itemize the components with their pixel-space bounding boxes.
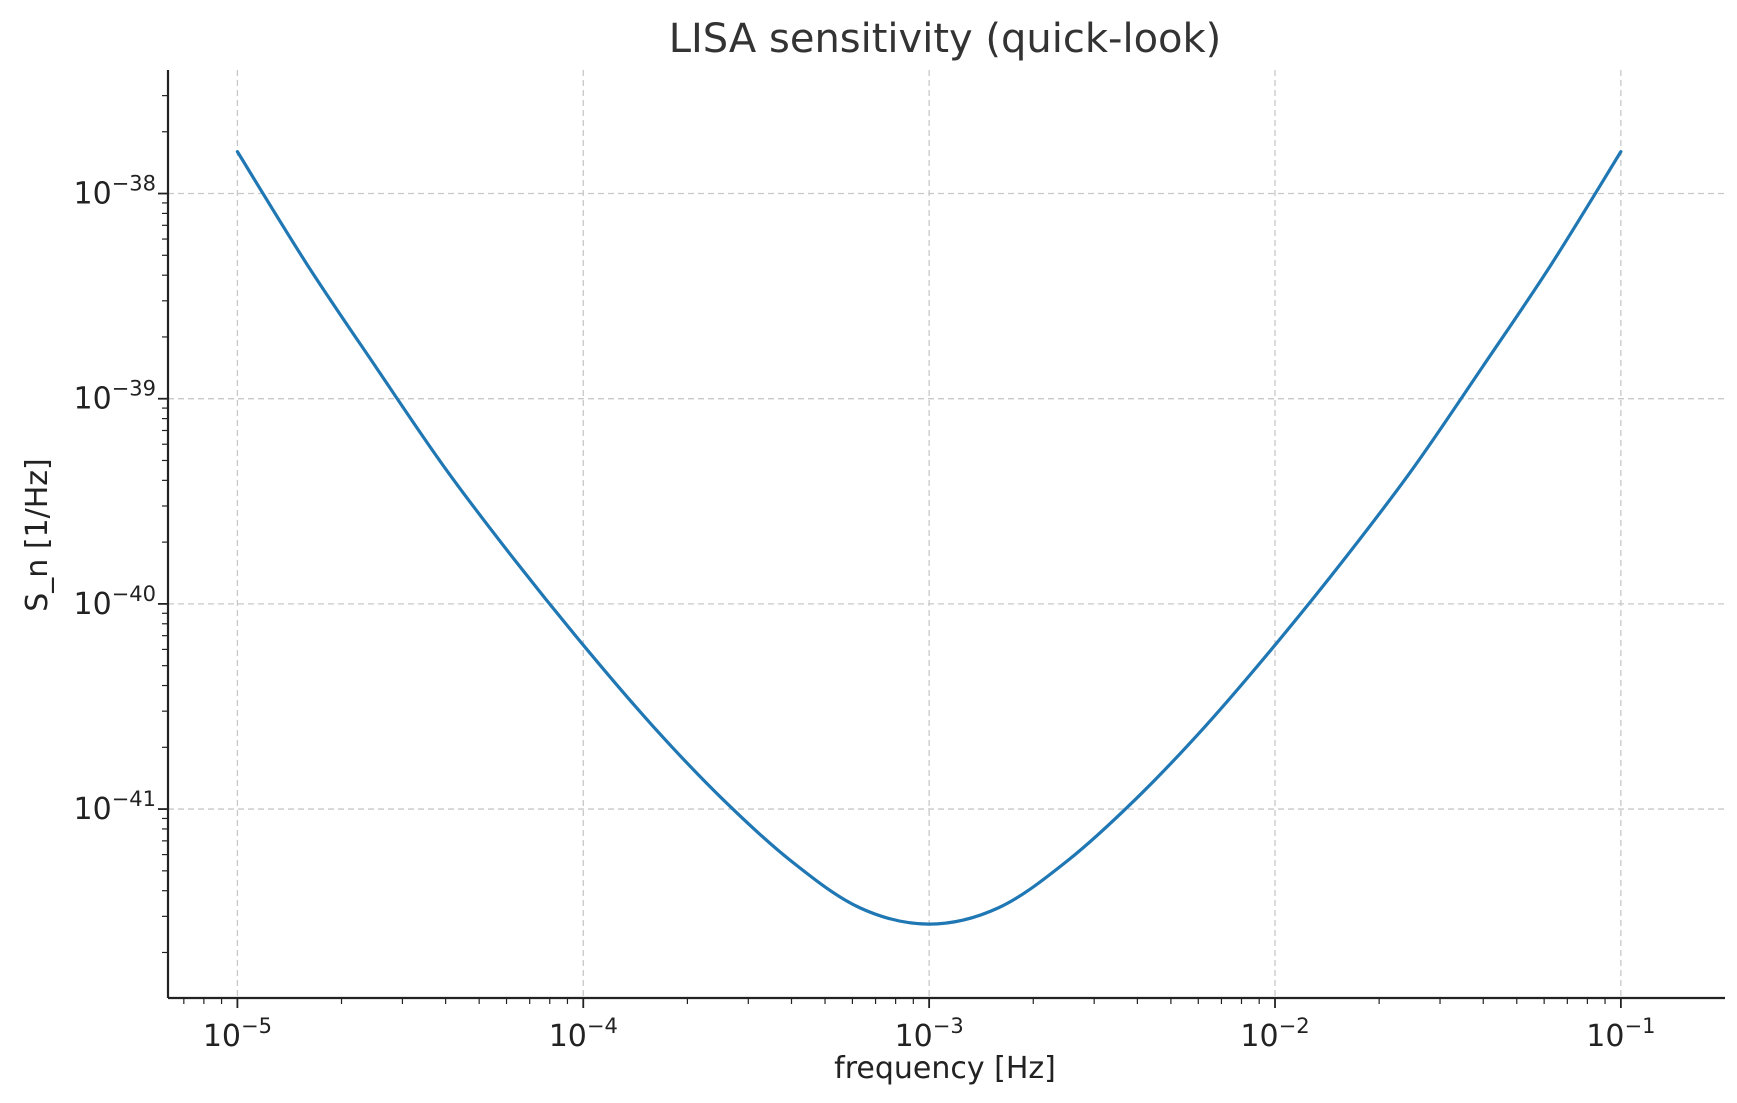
x-tick-label-2: 10−3 bbox=[895, 1014, 964, 1054]
x-axis-label: frequency [Hz] bbox=[834, 1051, 1056, 1086]
chart-title: LISA sensitivity (quick-look) bbox=[669, 16, 1222, 62]
y-tick-label-1: 10−40 bbox=[73, 582, 156, 622]
x-tick-label-3: 10−2 bbox=[1240, 1014, 1309, 1054]
x-tick-label-4: 10−1 bbox=[1586, 1014, 1655, 1054]
series-layer bbox=[235, 150, 1623, 926]
tick-labels: 10−5 10−4 10−3 10−2 10−1 10−41 10−40 10−39 10−38 bbox=[73, 172, 1655, 1054]
y-tick-label-0: 10−41 bbox=[73, 787, 156, 827]
series-line-0 bbox=[235, 150, 1623, 926]
y-axis-label: S_n [1/Hz] bbox=[20, 458, 55, 612]
grid bbox=[168, 70, 1725, 998]
y-tick-label-3: 10−38 bbox=[73, 172, 156, 212]
axes bbox=[158, 70, 1725, 1008]
x-tick-label-1: 10−4 bbox=[549, 1014, 618, 1054]
x-tick-label-0: 10−5 bbox=[203, 1014, 272, 1054]
y-tick-label-2: 10−39 bbox=[73, 377, 156, 417]
